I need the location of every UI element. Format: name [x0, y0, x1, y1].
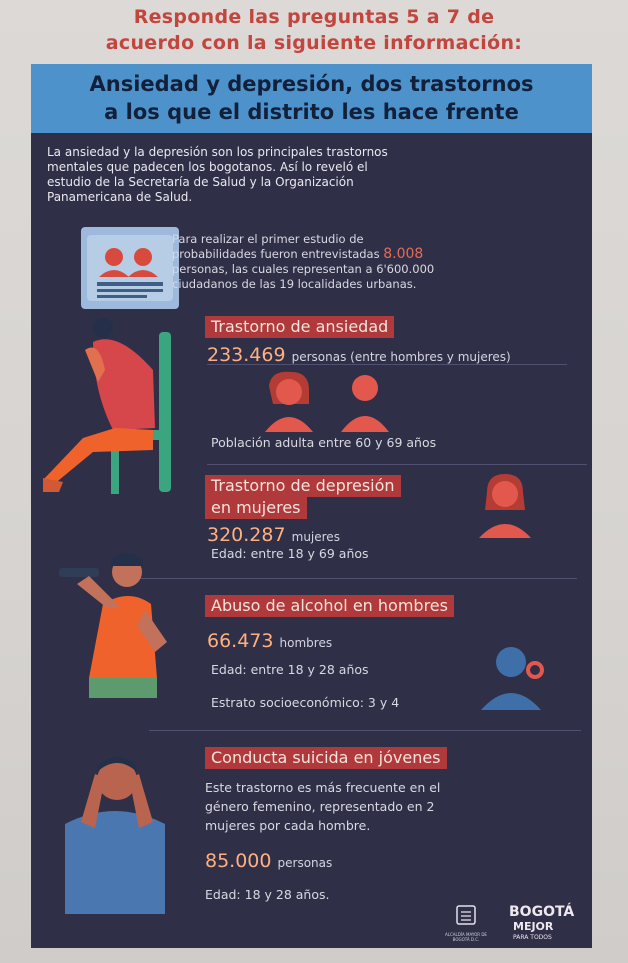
- alcaldia-text: ALCALDÍA MAYOR DE BOGOTÁ D.C.: [445, 932, 487, 942]
- section-divider: [149, 730, 581, 731]
- intro-line: mentales que padecen los bogotanos. Así …: [47, 160, 368, 174]
- brand-sub: PARA TODOS: [513, 934, 552, 941]
- section-divider: [207, 364, 567, 365]
- section-divider: [207, 464, 587, 465]
- suicide-stat: 85.000 personas: [205, 850, 332, 872]
- study-line-2-prefix: probabilidades fueron entrevistadas: [172, 247, 380, 261]
- suicide-age: Edad: 18 y 28 años.: [205, 887, 330, 902]
- suicide-desc-line-3: mujeres por cada hombre.: [205, 818, 371, 833]
- study-line-4: ciudadanos de las 19 localidades urbanas…: [172, 277, 417, 291]
- drinking-man-illustration: [49, 548, 179, 718]
- alcohol-stat: 66.473 hombres: [207, 630, 332, 652]
- alcohol-age: Edad: entre 18 y 28 años: [211, 662, 369, 677]
- study-line-3: personas, las cuales representan a 6'600…: [172, 262, 435, 276]
- despairing-person-illustration: [51, 744, 181, 914]
- female-male-icon: [259, 368, 399, 438]
- question-line-1: Responde las preguntas 5 a 7 de: [133, 6, 495, 28]
- poster-title-line-2: a los que el distrito les hace frente: [104, 100, 519, 124]
- anxiety-stat: 233.469 personas (entre hombres y mujere…: [207, 344, 511, 366]
- depression-stat: 320.287 mujeres: [207, 524, 340, 546]
- alcaldia-logo: ALCALDÍA MAYOR DE BOGOTÁ D.C.: [439, 904, 493, 942]
- depression-number-note: mujeres: [291, 530, 340, 544]
- depression-label-line-1: Trastorno de depresión: [205, 475, 401, 497]
- study-interviewed-number: 8.008: [383, 246, 424, 262]
- suicide-label: Conducta suicida en jóvenes: [205, 747, 447, 769]
- anxiety-number: 233.469: [207, 344, 286, 366]
- suicide-number-note: personas: [277, 856, 333, 870]
- title-band: Ansiedad y depresión, dos trastornos a l…: [31, 64, 592, 133]
- suicide-number: 85.000: [205, 850, 272, 872]
- anxiety-label: Trastorno de ansiedad: [205, 316, 395, 338]
- bogota-mejor-logo: BOGOTÁ MEJOR PARA TODOS: [503, 902, 583, 944]
- section-divider: [127, 578, 577, 579]
- suicide-desc-line-1: Este trastorno es más frecuente en el: [205, 780, 441, 795]
- brand-main: MEJOR: [513, 920, 554, 933]
- anxious-person-illustration: [43, 310, 183, 500]
- infographic-poster: Ansiedad y depresión, dos trastornos a l…: [31, 64, 592, 948]
- intro-line: Panamericana de Salud.: [47, 190, 193, 204]
- study-line-1: Para realizar el primer estudio de: [172, 232, 364, 246]
- anxiety-number-note: personas (entre hombres y mujeres): [291, 350, 511, 364]
- alcohol-label: Abuso de alcohol en hombres: [205, 595, 454, 617]
- intro-line: La ansiedad y la depresión son los princ…: [47, 145, 388, 159]
- id-card-icon: [81, 227, 179, 309]
- poster-title-line-1: Ansiedad y depresión, dos trastornos: [89, 72, 534, 96]
- depression-age: Edad: entre 18 y 69 años: [211, 546, 369, 561]
- depression-label-line-2: en mujeres: [205, 497, 307, 519]
- question-line-2: acuerdo con la siguiente información:: [105, 32, 523, 54]
- study-line-2: probabilidades fueron entrevistadas 8.00…: [172, 247, 582, 262]
- alcohol-number-note: hombres: [279, 636, 333, 650]
- intro-line: estudio de la Secretaría de Salud y la O…: [47, 175, 354, 189]
- alcohol-number: 66.473: [207, 630, 274, 652]
- anxiety-population: Población adulta entre 60 y 69 años: [211, 435, 437, 450]
- depression-number: 320.287: [207, 524, 286, 546]
- woman-icon: [475, 470, 535, 540]
- suicide-desc-line-2: género femenino, representado en 2: [205, 799, 435, 814]
- alcohol-strata: Estrato socioeconómico: 3 y 4: [211, 695, 400, 710]
- intro-paragraph: La ansiedad y la depresión son los princ…: [47, 145, 577, 205]
- man-with-bottle-icon: [475, 640, 555, 712]
- brand-top: BOGOTÁ: [509, 904, 575, 920]
- study-text: Para realizar el primer estudio de proba…: [172, 232, 582, 292]
